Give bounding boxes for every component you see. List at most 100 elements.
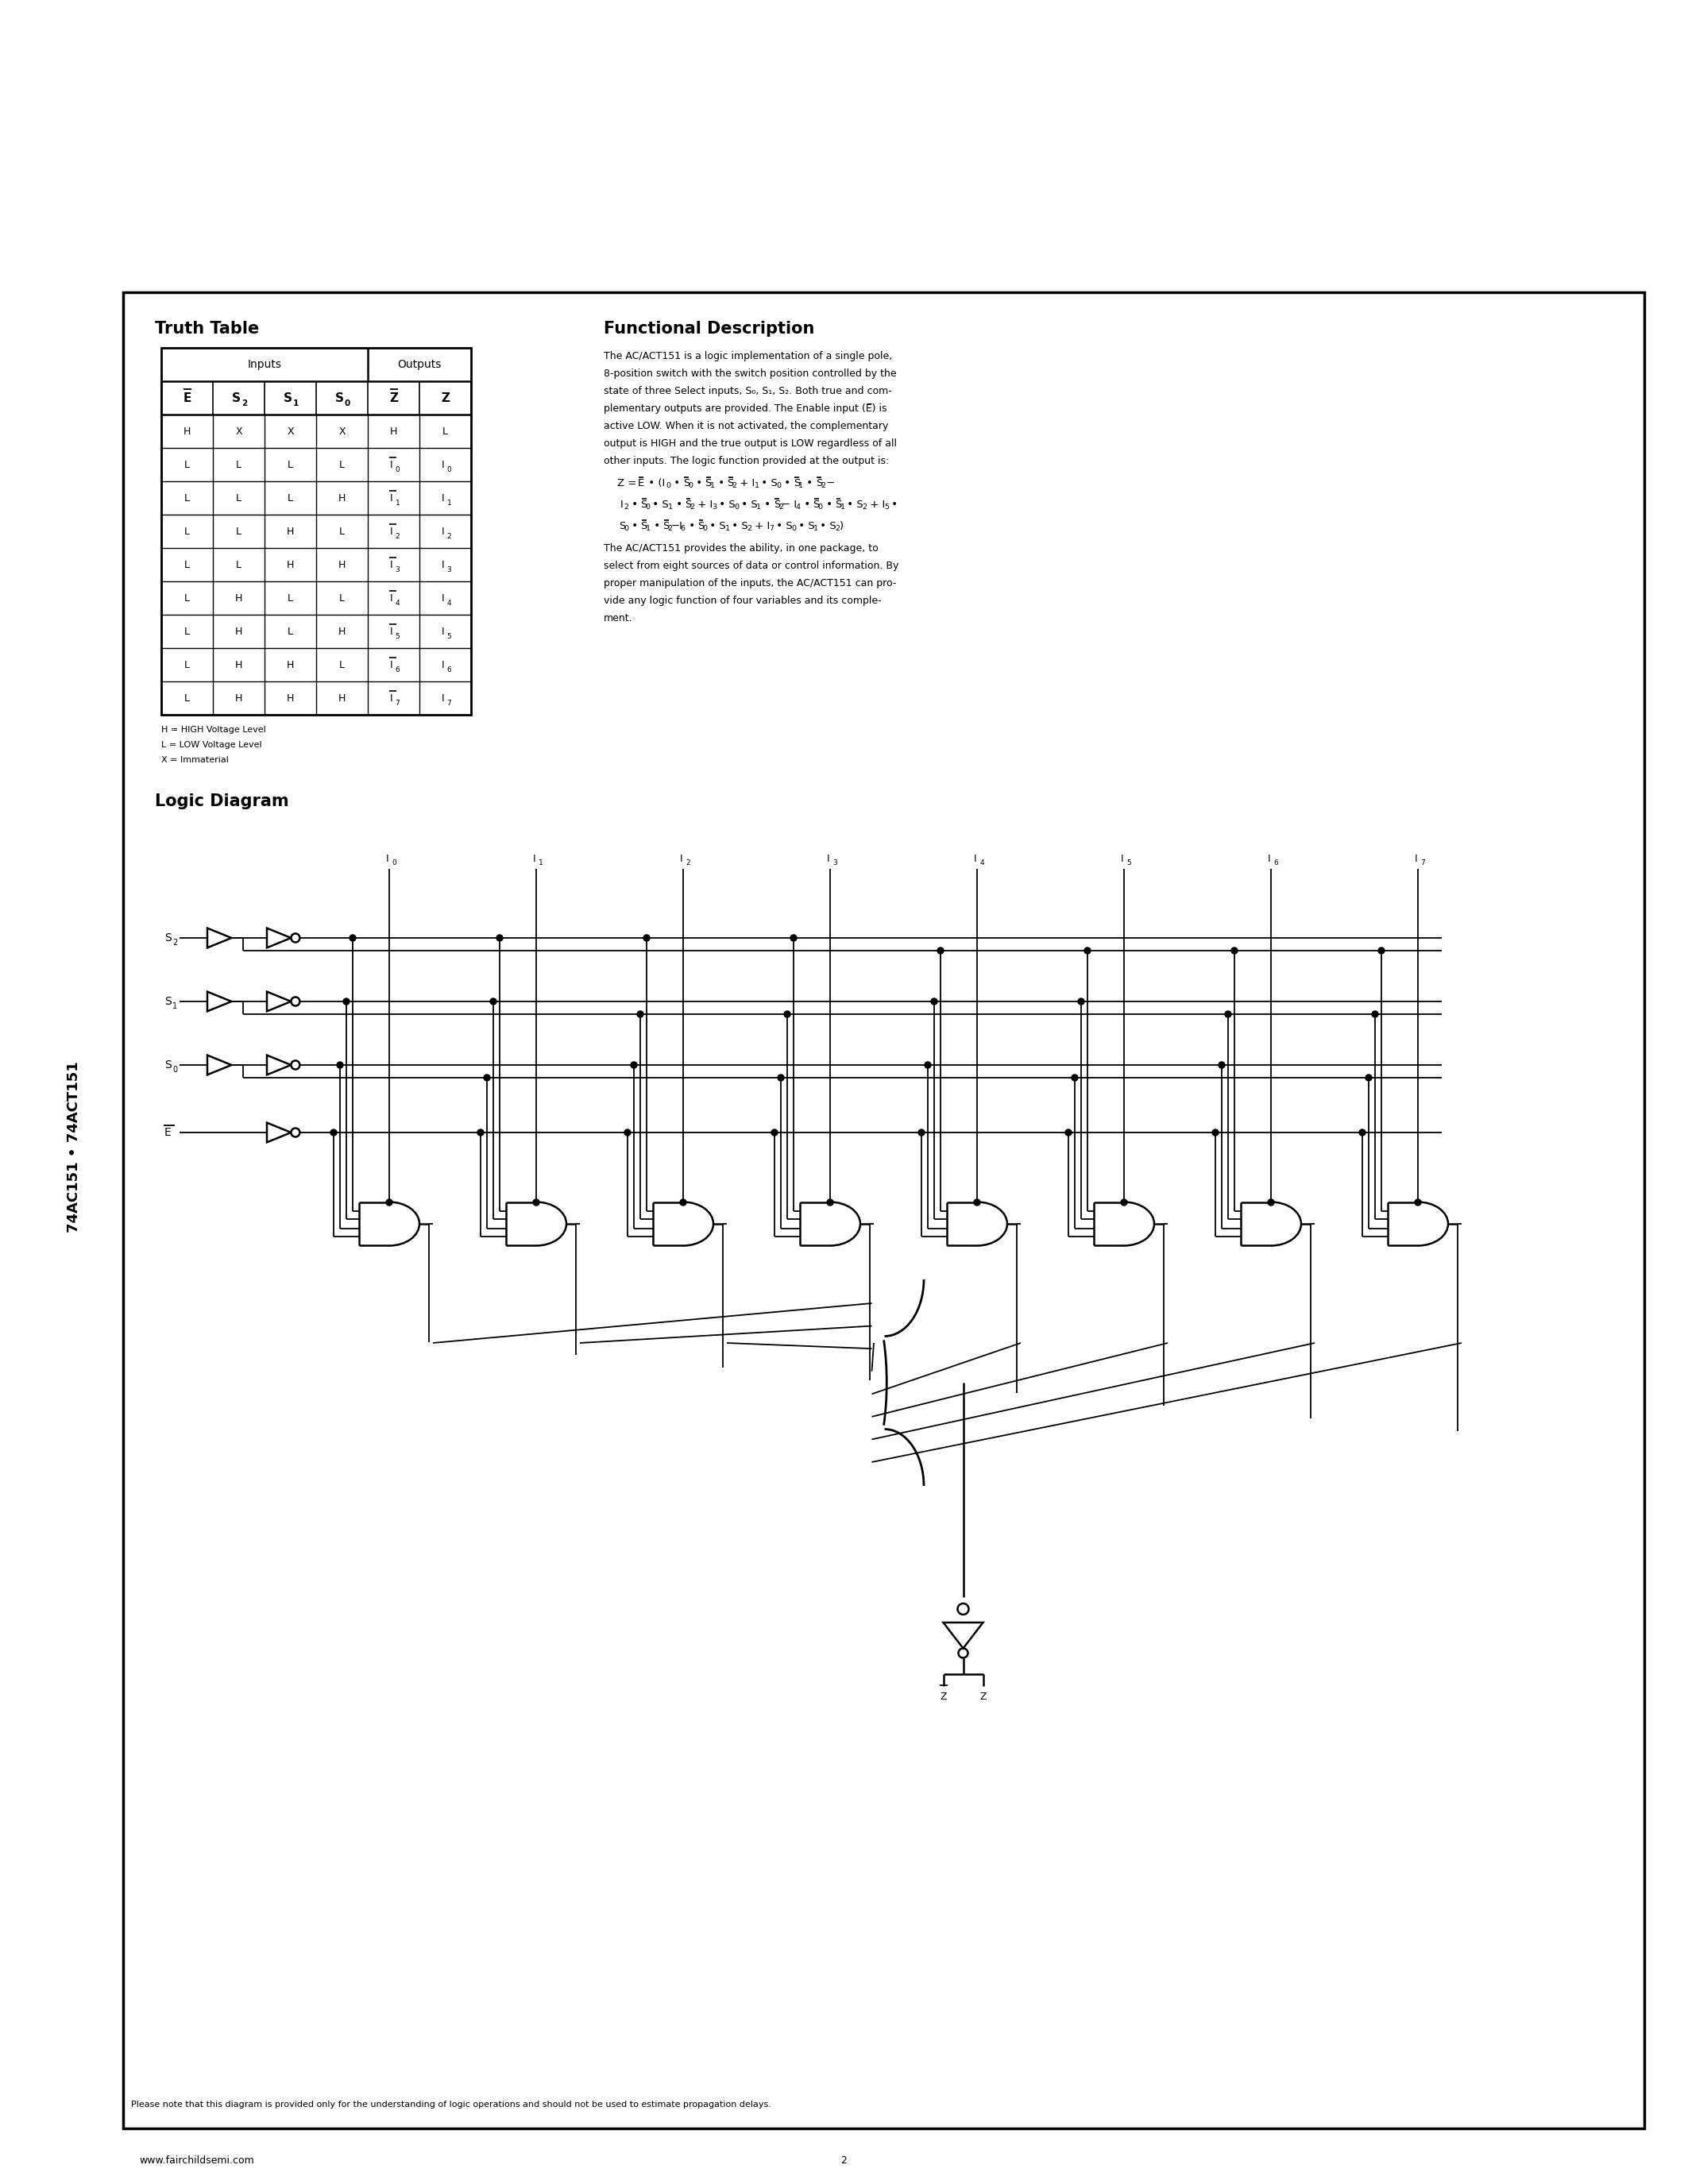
Text: 2: 2 <box>685 858 690 867</box>
Text: E: E <box>638 478 643 489</box>
Text: • S: • S <box>650 500 668 509</box>
Text: 6: 6 <box>1273 858 1278 867</box>
Text: 2: 2 <box>447 533 451 539</box>
Circle shape <box>643 935 650 941</box>
Text: H: H <box>338 494 346 502</box>
Text: I: I <box>442 592 444 603</box>
Text: 4: 4 <box>795 505 800 511</box>
Text: •: • <box>670 478 684 489</box>
Text: H: H <box>287 526 294 537</box>
Circle shape <box>387 1199 392 1206</box>
Text: L: L <box>442 426 447 437</box>
Text: 1: 1 <box>647 524 650 533</box>
Text: I: I <box>442 692 444 703</box>
Text: •: • <box>822 500 836 509</box>
Circle shape <box>349 935 356 941</box>
Text: 2: 2 <box>395 533 400 539</box>
Text: I: I <box>390 459 393 470</box>
Text: www.fairchildsemi.com: www.fairchildsemi.com <box>138 2156 253 2164</box>
Circle shape <box>1072 1075 1079 1081</box>
Text: H: H <box>235 627 243 636</box>
Text: I: I <box>390 559 393 570</box>
Text: Please note that this diagram is provided only for the understanding of logic op: Please note that this diagram is provide… <box>132 2101 771 2108</box>
Text: + I: + I <box>751 522 770 531</box>
Text: 1: 1 <box>814 524 819 533</box>
Text: 0: 0 <box>734 505 739 511</box>
Text: 0: 0 <box>172 1066 177 1075</box>
Text: Z =: Z = <box>618 478 640 489</box>
Text: Outputs: Outputs <box>397 358 442 369</box>
Text: •: • <box>714 478 728 489</box>
Text: + I: + I <box>736 478 755 489</box>
Circle shape <box>1212 1129 1219 1136</box>
Text: S: S <box>663 522 670 531</box>
Text: • S: • S <box>706 522 726 531</box>
Text: H: H <box>235 660 243 670</box>
Text: I: I <box>621 500 623 509</box>
Text: L: L <box>236 459 241 470</box>
Text: 74AC151 • 74ACT151: 74AC151 • 74ACT151 <box>68 1061 81 1232</box>
Text: 2: 2 <box>820 483 825 489</box>
Text: S: S <box>773 500 780 509</box>
Text: L: L <box>184 592 189 603</box>
Text: H: H <box>390 426 397 437</box>
Text: •: • <box>761 500 773 509</box>
Circle shape <box>1377 948 1384 954</box>
Text: S: S <box>815 478 822 489</box>
Text: L: L <box>339 459 344 470</box>
Text: 0: 0 <box>702 524 707 533</box>
Text: 2: 2 <box>778 505 783 511</box>
Circle shape <box>533 1199 540 1206</box>
Text: 2: 2 <box>623 505 628 511</box>
Text: L: L <box>236 526 241 537</box>
Text: output is HIGH and the true output is LOW regardless of all: output is HIGH and the true output is LO… <box>604 439 896 448</box>
Text: 1: 1 <box>447 500 451 507</box>
Text: 0: 0 <box>792 524 797 533</box>
Text: Z: Z <box>390 391 398 404</box>
Text: I: I <box>680 854 684 863</box>
Text: Z: Z <box>940 1690 947 1701</box>
Text: • S: • S <box>716 500 736 509</box>
Text: • S: • S <box>795 522 814 531</box>
Text: L: L <box>339 526 344 537</box>
Text: •: • <box>800 500 814 509</box>
Text: 7: 7 <box>395 699 400 705</box>
Text: S: S <box>336 391 344 404</box>
Text: vide any logic function of four variables and its comple-: vide any logic function of four variable… <box>604 596 881 605</box>
Circle shape <box>331 1129 338 1136</box>
Text: H: H <box>287 559 294 570</box>
Text: 1: 1 <box>172 1002 177 1011</box>
Text: •: • <box>628 522 641 531</box>
Text: Functional Description: Functional Description <box>604 321 815 336</box>
Circle shape <box>1359 1129 1366 1136</box>
Text: 2: 2 <box>863 505 868 511</box>
Text: The AC/ACT151 provides the ability, in one package, to: The AC/ACT151 provides the ability, in o… <box>604 544 878 553</box>
Circle shape <box>1121 1199 1128 1206</box>
Text: S: S <box>836 500 842 509</box>
Text: 0: 0 <box>392 858 397 867</box>
Text: S: S <box>706 478 712 489</box>
Text: 4: 4 <box>395 598 400 607</box>
Text: L: L <box>339 660 344 670</box>
Text: •: • <box>650 522 663 531</box>
Circle shape <box>1225 1011 1231 1018</box>
Circle shape <box>771 1129 778 1136</box>
Text: I: I <box>387 854 388 863</box>
Circle shape <box>631 1061 636 1068</box>
Text: 1: 1 <box>798 483 803 489</box>
Text: 1: 1 <box>668 505 672 511</box>
Text: 1: 1 <box>294 400 299 408</box>
Text: I: I <box>442 660 444 670</box>
Text: I: I <box>442 526 444 537</box>
Circle shape <box>925 1061 932 1068</box>
Circle shape <box>1084 948 1090 954</box>
Circle shape <box>484 1075 490 1081</box>
Text: L: L <box>339 592 344 603</box>
Text: H: H <box>338 692 346 703</box>
Text: 1: 1 <box>756 505 761 511</box>
Text: 2: 2 <box>241 400 246 408</box>
Circle shape <box>783 1011 790 1018</box>
Text: • S: • S <box>729 522 748 531</box>
Text: X: X <box>235 426 241 437</box>
Text: 5: 5 <box>447 633 451 640</box>
